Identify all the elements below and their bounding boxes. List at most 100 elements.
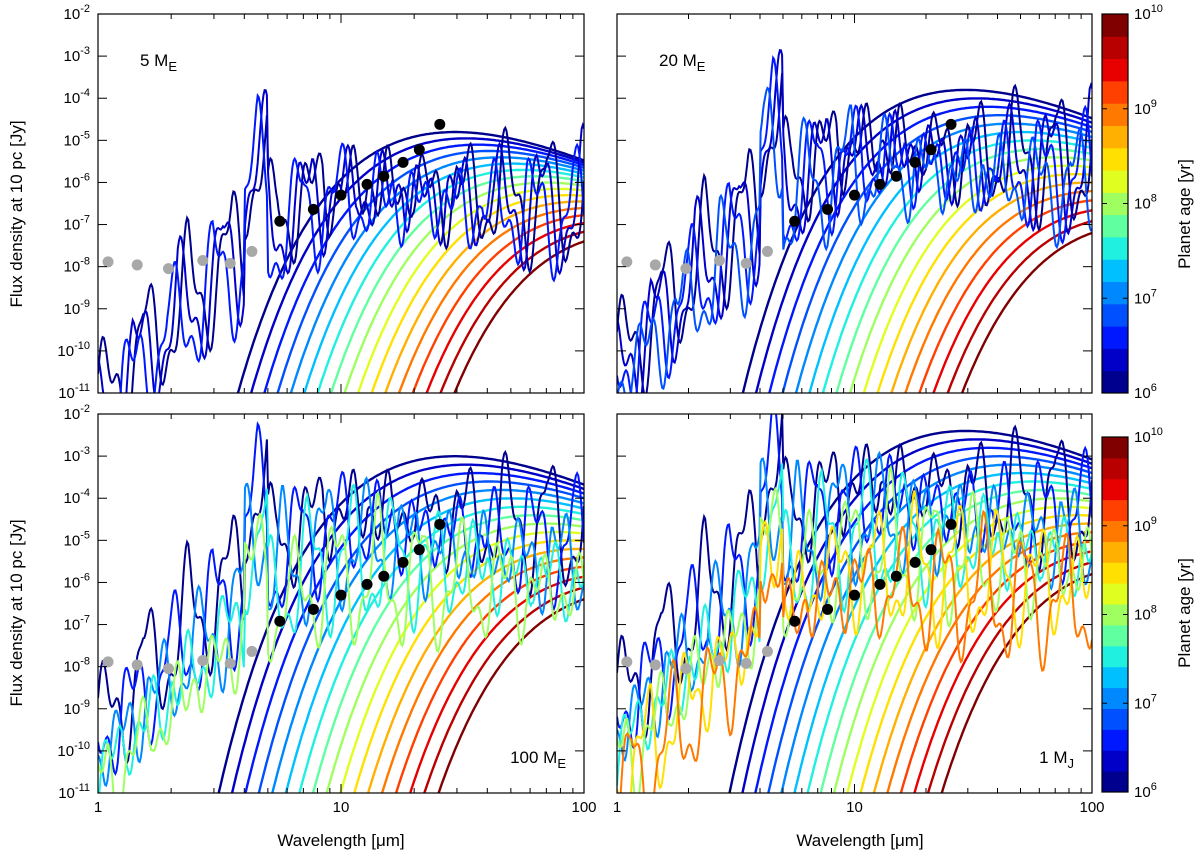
colorbar-segment <box>1102 370 1128 394</box>
model-curve-age-17 <box>453 240 584 393</box>
model-curve-age-13 <box>380 556 584 793</box>
model-spectrum-age-1 <box>98 439 584 766</box>
black-data-point <box>378 170 390 182</box>
x-axis-title-right: Wavelength [μm] <box>796 831 923 850</box>
y-tick-label: 10-11 <box>58 382 90 402</box>
model-curve-age-8 <box>311 514 584 793</box>
colorbar-segment <box>1102 687 1128 709</box>
gray-data-point <box>713 655 725 667</box>
black-data-point <box>822 603 834 615</box>
colorbar-tick-label: 109 <box>1134 98 1157 118</box>
model-spectrum-age-2 <box>98 89 584 393</box>
model-curve-age-9 <box>848 156 1092 393</box>
model-curve-age-5 <box>780 463 1092 793</box>
colorbar-segment <box>1102 147 1128 171</box>
colorbar-tick-label: 108 <box>1134 604 1157 624</box>
gray-data-point <box>740 657 752 669</box>
colorbar-segment <box>1102 170 1128 193</box>
colorbar-tick-label: 1010 <box>1134 3 1163 23</box>
model-curve-age-4 <box>767 455 1092 793</box>
gray-data-point <box>224 257 236 269</box>
model-curve-age-8 <box>835 147 1092 393</box>
y-tick-label: 10-4 <box>64 87 90 107</box>
colorbar-segment <box>1102 729 1128 751</box>
gray-data-point <box>102 256 114 268</box>
panel-100-earth-mass: 1 10 100 10-2 10-3 10-4 10-5 10-6 10-7 10-8 10-9 10… <box>57 403 596 816</box>
y-tick-label: 10-5 <box>64 129 90 149</box>
x-axis-title-left: Wavelength [μm] <box>277 831 404 850</box>
y-tick-label: 10-6 <box>64 571 90 591</box>
black-data-point <box>822 203 834 215</box>
colorbar-segment <box>1102 604 1128 626</box>
model-curve-age-17 <box>960 231 1092 393</box>
model-curve-age-3 <box>768 105 1092 393</box>
model-curve-age-14 <box>411 213 584 393</box>
y-tick-label: 10-8 <box>64 256 90 276</box>
model-curve-age-15 <box>425 221 584 393</box>
model-curve-age-3 <box>263 143 584 393</box>
gray-data-point <box>680 263 692 275</box>
x-tick-label: 10 <box>846 799 863 816</box>
black-data-point <box>413 144 425 156</box>
black-data-point <box>909 556 921 568</box>
panel-1-jupiter-mass: 1 10 100 1 MJ <box>613 413 1105 816</box>
model-curves <box>98 421 584 793</box>
black-data-point <box>434 118 446 130</box>
colorbar-segment <box>1102 771 1128 793</box>
black-data-point <box>874 578 886 590</box>
colorbar-segment <box>1102 80 1128 104</box>
model-curve-age-10 <box>356 187 584 393</box>
model-curve-age-17 <box>940 572 1092 793</box>
colorbar-segment <box>1102 192 1128 216</box>
colorbar-tick-label: 107 <box>1134 287 1157 307</box>
gray-data-point <box>131 259 143 271</box>
colorbar-segment <box>1102 562 1128 584</box>
colorbar-segment <box>1102 499 1128 522</box>
black-data-point <box>378 570 390 582</box>
model-curve-age-3 <box>244 471 584 793</box>
black-data-point <box>397 556 409 568</box>
model-curve-age-16 <box>946 220 1092 393</box>
colorbar-segment <box>1102 214 1128 238</box>
model-spectrum-age-3 <box>617 54 1092 393</box>
model-curve-age-10 <box>846 505 1092 793</box>
colorbar-title: Planet age [yr] <box>1175 159 1194 269</box>
colorbar-segment <box>1102 478 1128 501</box>
model-spectrum-age-7 <box>617 458 1092 786</box>
model-curves <box>617 49 1092 393</box>
gray-data-point <box>713 255 725 267</box>
model-curve-age-5 <box>271 488 584 793</box>
model-curve-age-6 <box>284 497 584 793</box>
gray-data-point <box>162 663 174 675</box>
model-curve-age-4 <box>257 480 584 793</box>
y-tick-label: 10-9 <box>64 298 90 318</box>
colorbar-segment <box>1102 645 1128 668</box>
gray-data-point <box>224 657 236 669</box>
colorbar-title: Planet age [yr] <box>1175 558 1194 668</box>
colorbar-tick-label: 106 <box>1134 382 1157 402</box>
y-tick-label: 10-7 <box>64 614 90 634</box>
panel-5-earth-mass: 10-2 10-3 10-4 10-5 10-6 10-7 10-8 10-9 10-10 10-… <box>57 3 585 402</box>
black-data-point <box>945 518 957 530</box>
colorbar-segment <box>1102 281 1128 305</box>
black-data-point <box>361 578 373 590</box>
colorbar-segment <box>1102 36 1128 60</box>
colorbar-bottom: 106 107 108 109 1010 Planet age [yr] <box>1101 426 1194 801</box>
black-data-point <box>890 570 902 582</box>
colorbar-tick-label: 109 <box>1134 515 1157 535</box>
model-curve-age-7 <box>298 505 584 793</box>
x-tick-label: 1 <box>94 799 102 816</box>
model-curve-age-9 <box>832 497 1092 793</box>
colorbar-tick-label: 108 <box>1134 193 1157 213</box>
y-tick-label: 10-9 <box>64 698 90 718</box>
colorbar-tick-label: 1010 <box>1134 426 1163 446</box>
model-curve-age-11 <box>876 173 1092 393</box>
model-curve-age-10 <box>862 164 1092 393</box>
black-data-point <box>909 156 921 168</box>
y-tick-label: 10-2 <box>64 403 90 423</box>
colorbar-top: 106 107 108 109 1010 Planet age [yr] <box>1101 3 1194 402</box>
y-tick-label: 10-11 <box>58 782 90 802</box>
black-data-point <box>925 544 937 556</box>
black-data-point <box>413 544 425 556</box>
black-data-point <box>890 170 902 182</box>
